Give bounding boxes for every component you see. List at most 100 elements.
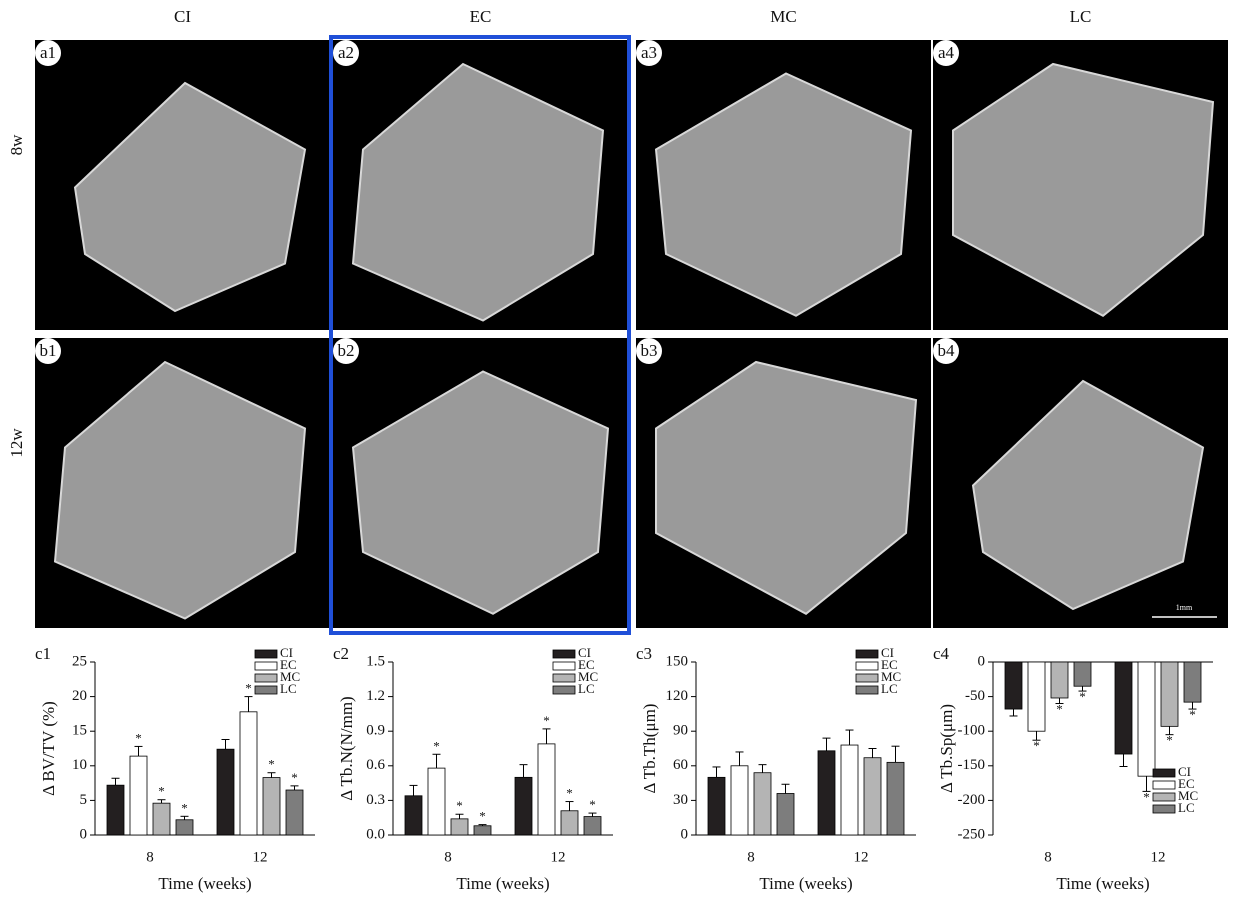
image-label: b3 — [641, 341, 658, 360]
label-badge — [636, 338, 662, 364]
bar — [106, 784, 125, 836]
y-axis-label: Δ Tb.Sp(μm) — [937, 704, 956, 793]
legend-swatch — [855, 661, 879, 671]
legend-swatch — [552, 685, 576, 695]
x-axis-label: Time (weeks) — [759, 874, 852, 893]
bar — [473, 825, 492, 836]
y-axis-label: Δ Tb.Th(μm) — [640, 704, 659, 794]
legend-label: MC — [881, 669, 901, 684]
legend-label: LC — [280, 681, 297, 696]
y-tick-label: -200 — [958, 792, 986, 808]
legend-label: CI — [881, 645, 894, 660]
y-tick-label: 90 — [673, 723, 688, 739]
y-tick-label: 25 — [72, 653, 87, 669]
y-tick-label: 0 — [681, 826, 689, 842]
label-badge — [636, 40, 662, 66]
bar — [730, 765, 749, 836]
significance-marker: * — [158, 784, 165, 799]
legend-label: MC — [578, 669, 598, 684]
legend-label: MC — [280, 669, 300, 684]
bar — [753, 772, 772, 836]
y-tick-label: 150 — [666, 653, 689, 669]
highlight-box — [329, 35, 631, 635]
bar — [262, 777, 281, 836]
y-tick-label: 20 — [72, 688, 87, 704]
column-header: LC — [1070, 7, 1092, 26]
bar — [1004, 661, 1023, 710]
significance-marker: * — [291, 770, 298, 785]
bar — [152, 802, 171, 836]
legend-swatch — [254, 685, 278, 695]
legend-label: CI — [578, 645, 591, 660]
panel-label: c1 — [35, 644, 51, 663]
significance-marker: * — [1033, 738, 1040, 753]
y-tick-label: 0.3 — [366, 792, 385, 808]
significance-marker: * — [589, 797, 596, 812]
bar — [776, 793, 795, 836]
bone-render — [655, 360, 918, 615]
row-label: 8w — [7, 134, 26, 156]
x-tick-label: 12 — [1151, 849, 1166, 865]
bar — [404, 795, 423, 836]
y-tick-label: 1.2 — [366, 688, 385, 704]
label-badge — [35, 338, 61, 364]
y-tick-label: 10 — [72, 757, 87, 773]
legend-swatch — [254, 661, 278, 671]
legend-label: EC — [881, 657, 898, 672]
bar — [1073, 661, 1092, 687]
bar — [129, 755, 148, 836]
image-label: a4 — [938, 43, 955, 62]
legend-label: EC — [578, 657, 595, 672]
x-tick-label: 12 — [854, 849, 869, 865]
significance-marker: * — [456, 798, 463, 813]
significance-marker: * — [433, 738, 440, 753]
significance-marker: * — [1143, 789, 1150, 804]
y-tick-label: 0.0 — [366, 826, 385, 842]
y-axis-label: Δ BV/TV (%) — [39, 701, 58, 796]
panel-label: c2 — [333, 644, 349, 663]
image-label: a2 — [338, 43, 354, 62]
legend-swatch — [855, 649, 879, 659]
x-tick-label: 8 — [444, 849, 452, 865]
bone-render — [351, 370, 610, 615]
label-badge — [933, 40, 959, 66]
significance-marker: * — [543, 713, 550, 728]
legend-swatch — [1152, 792, 1176, 802]
bone-render — [654, 72, 913, 317]
y-tick-label: -50 — [965, 688, 985, 704]
column-header: MC — [770, 7, 796, 26]
significance-marker: * — [566, 786, 573, 801]
scale-bar-label: 1mm — [1176, 603, 1193, 612]
y-tick-label: -150 — [958, 757, 986, 773]
x-tick-label: 12 — [253, 849, 268, 865]
y-tick-label: 30 — [673, 792, 688, 808]
legend-swatch — [254, 649, 278, 659]
label-badge — [35, 40, 61, 66]
x-tick-label: 8 — [146, 849, 154, 865]
label-badge — [933, 338, 959, 364]
label-badge — [333, 338, 359, 364]
panel-label: c3 — [636, 644, 652, 663]
row-label: 12w — [7, 428, 26, 458]
x-tick-label: 12 — [551, 849, 566, 865]
bar — [427, 767, 446, 836]
bar — [886, 761, 905, 836]
y-tick-label: 15 — [72, 723, 87, 739]
bar — [175, 819, 194, 836]
legend-swatch — [1152, 780, 1176, 790]
bar — [1050, 661, 1069, 699]
y-tick-label: 0 — [80, 826, 88, 842]
significance-marker: * — [1056, 702, 1063, 717]
bone-render — [53, 360, 307, 620]
y-tick-label: 5 — [80, 792, 88, 808]
legend-label: EC — [280, 657, 297, 672]
legend-swatch — [855, 685, 879, 695]
significance-marker: * — [181, 800, 188, 815]
bar — [583, 816, 602, 836]
legend-label: CI — [280, 645, 293, 660]
legend-label: CI — [1178, 764, 1191, 779]
bone-render — [971, 379, 1205, 611]
panel-label: c4 — [933, 644, 950, 663]
bone-render — [73, 81, 307, 313]
